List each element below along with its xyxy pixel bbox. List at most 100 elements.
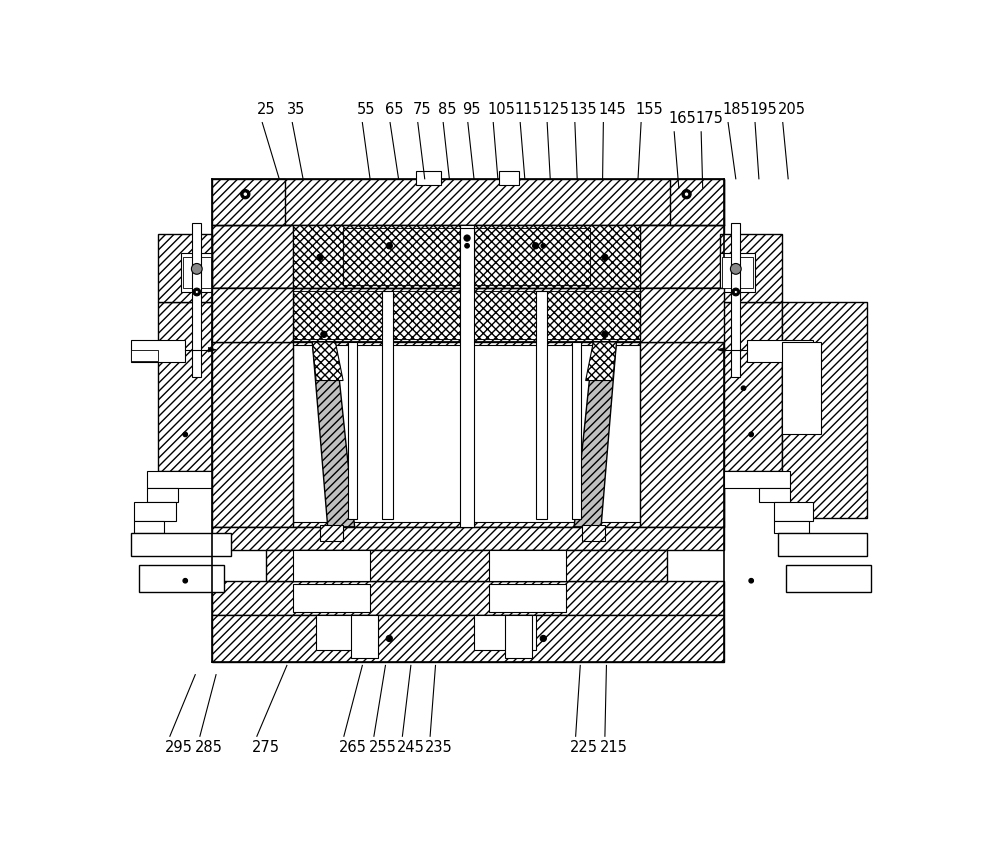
Bar bbox=[582, 525, 605, 541]
Circle shape bbox=[684, 192, 689, 196]
Bar bbox=[572, 342, 581, 519]
Text: 25: 25 bbox=[257, 102, 275, 117]
Bar bbox=[499, 171, 519, 185]
Text: 275: 275 bbox=[251, 740, 279, 755]
Bar bbox=[416, 171, 441, 185]
Bar bbox=[382, 291, 393, 519]
Circle shape bbox=[741, 386, 746, 391]
Bar bbox=[158, 234, 212, 302]
Text: 135: 135 bbox=[569, 102, 597, 117]
Text: 155: 155 bbox=[636, 102, 663, 117]
Bar bbox=[670, 179, 724, 225]
Bar bbox=[720, 234, 782, 302]
Circle shape bbox=[386, 243, 392, 249]
Bar bbox=[131, 340, 185, 362]
Circle shape bbox=[465, 244, 469, 248]
Bar bbox=[212, 225, 293, 288]
Bar bbox=[720, 302, 782, 471]
Bar bbox=[293, 345, 640, 523]
Bar bbox=[293, 550, 370, 580]
Bar bbox=[316, 616, 378, 650]
Bar bbox=[212, 179, 285, 225]
Bar bbox=[293, 225, 640, 288]
Circle shape bbox=[732, 288, 740, 296]
Circle shape bbox=[533, 243, 539, 249]
Text: 95: 95 bbox=[462, 102, 481, 117]
Bar bbox=[212, 342, 293, 527]
Bar bbox=[343, 228, 590, 285]
Text: 265: 265 bbox=[338, 740, 366, 755]
Bar bbox=[212, 342, 724, 527]
Text: 185: 185 bbox=[723, 102, 750, 117]
Polygon shape bbox=[574, 342, 616, 527]
Bar bbox=[640, 342, 724, 527]
Circle shape bbox=[183, 432, 188, 437]
Circle shape bbox=[540, 635, 546, 641]
Bar bbox=[266, 550, 667, 580]
Bar bbox=[489, 550, 566, 580]
Circle shape bbox=[387, 244, 392, 248]
Bar bbox=[212, 288, 724, 342]
Polygon shape bbox=[312, 342, 343, 381]
Bar bbox=[774, 522, 809, 533]
Bar bbox=[782, 342, 821, 435]
Circle shape bbox=[183, 579, 188, 583]
Bar bbox=[351, 616, 378, 658]
Bar bbox=[786, 566, 871, 592]
Circle shape bbox=[191, 263, 202, 275]
Bar bbox=[212, 616, 724, 661]
Text: 65: 65 bbox=[385, 102, 403, 117]
Circle shape bbox=[321, 331, 327, 338]
Text: 35: 35 bbox=[287, 102, 305, 117]
Circle shape bbox=[464, 235, 470, 241]
Circle shape bbox=[241, 189, 250, 199]
Circle shape bbox=[730, 263, 741, 275]
Bar bbox=[722, 257, 753, 288]
Bar bbox=[181, 253, 212, 292]
Bar bbox=[505, 616, 532, 658]
Circle shape bbox=[734, 290, 737, 294]
Bar bbox=[640, 288, 724, 342]
Bar bbox=[460, 225, 474, 288]
Polygon shape bbox=[586, 342, 616, 381]
Text: 125: 125 bbox=[542, 102, 570, 117]
Text: 75: 75 bbox=[412, 102, 431, 117]
Bar bbox=[293, 291, 640, 339]
Text: 145: 145 bbox=[598, 102, 626, 117]
Text: 105: 105 bbox=[488, 102, 516, 117]
Circle shape bbox=[195, 290, 198, 294]
Circle shape bbox=[243, 192, 248, 196]
Bar bbox=[147, 471, 212, 488]
Bar bbox=[489, 584, 566, 612]
Text: 295: 295 bbox=[164, 740, 192, 755]
Circle shape bbox=[386, 635, 392, 641]
Bar bbox=[212, 288, 293, 342]
Text: 85: 85 bbox=[438, 102, 456, 117]
Text: 245: 245 bbox=[397, 740, 425, 755]
Bar bbox=[131, 350, 158, 361]
Text: 205: 205 bbox=[777, 102, 805, 117]
Text: 255: 255 bbox=[369, 740, 396, 755]
Bar bbox=[536, 291, 547, 519]
Bar bbox=[778, 533, 867, 556]
Bar bbox=[474, 616, 536, 650]
Circle shape bbox=[541, 244, 546, 248]
Text: 195: 195 bbox=[750, 102, 777, 117]
Bar bbox=[348, 342, 357, 519]
Bar bbox=[293, 291, 640, 339]
Bar bbox=[774, 502, 813, 522]
Circle shape bbox=[602, 331, 608, 338]
Bar bbox=[147, 488, 178, 502]
Circle shape bbox=[317, 254, 323, 260]
Polygon shape bbox=[717, 347, 725, 352]
Bar bbox=[640, 225, 724, 288]
Circle shape bbox=[193, 288, 201, 296]
Circle shape bbox=[682, 189, 691, 199]
Bar bbox=[183, 257, 211, 288]
Bar bbox=[134, 502, 176, 522]
Circle shape bbox=[602, 254, 608, 260]
Circle shape bbox=[749, 579, 754, 583]
Bar bbox=[720, 253, 755, 292]
Bar bbox=[724, 471, 790, 488]
Polygon shape bbox=[208, 347, 216, 352]
